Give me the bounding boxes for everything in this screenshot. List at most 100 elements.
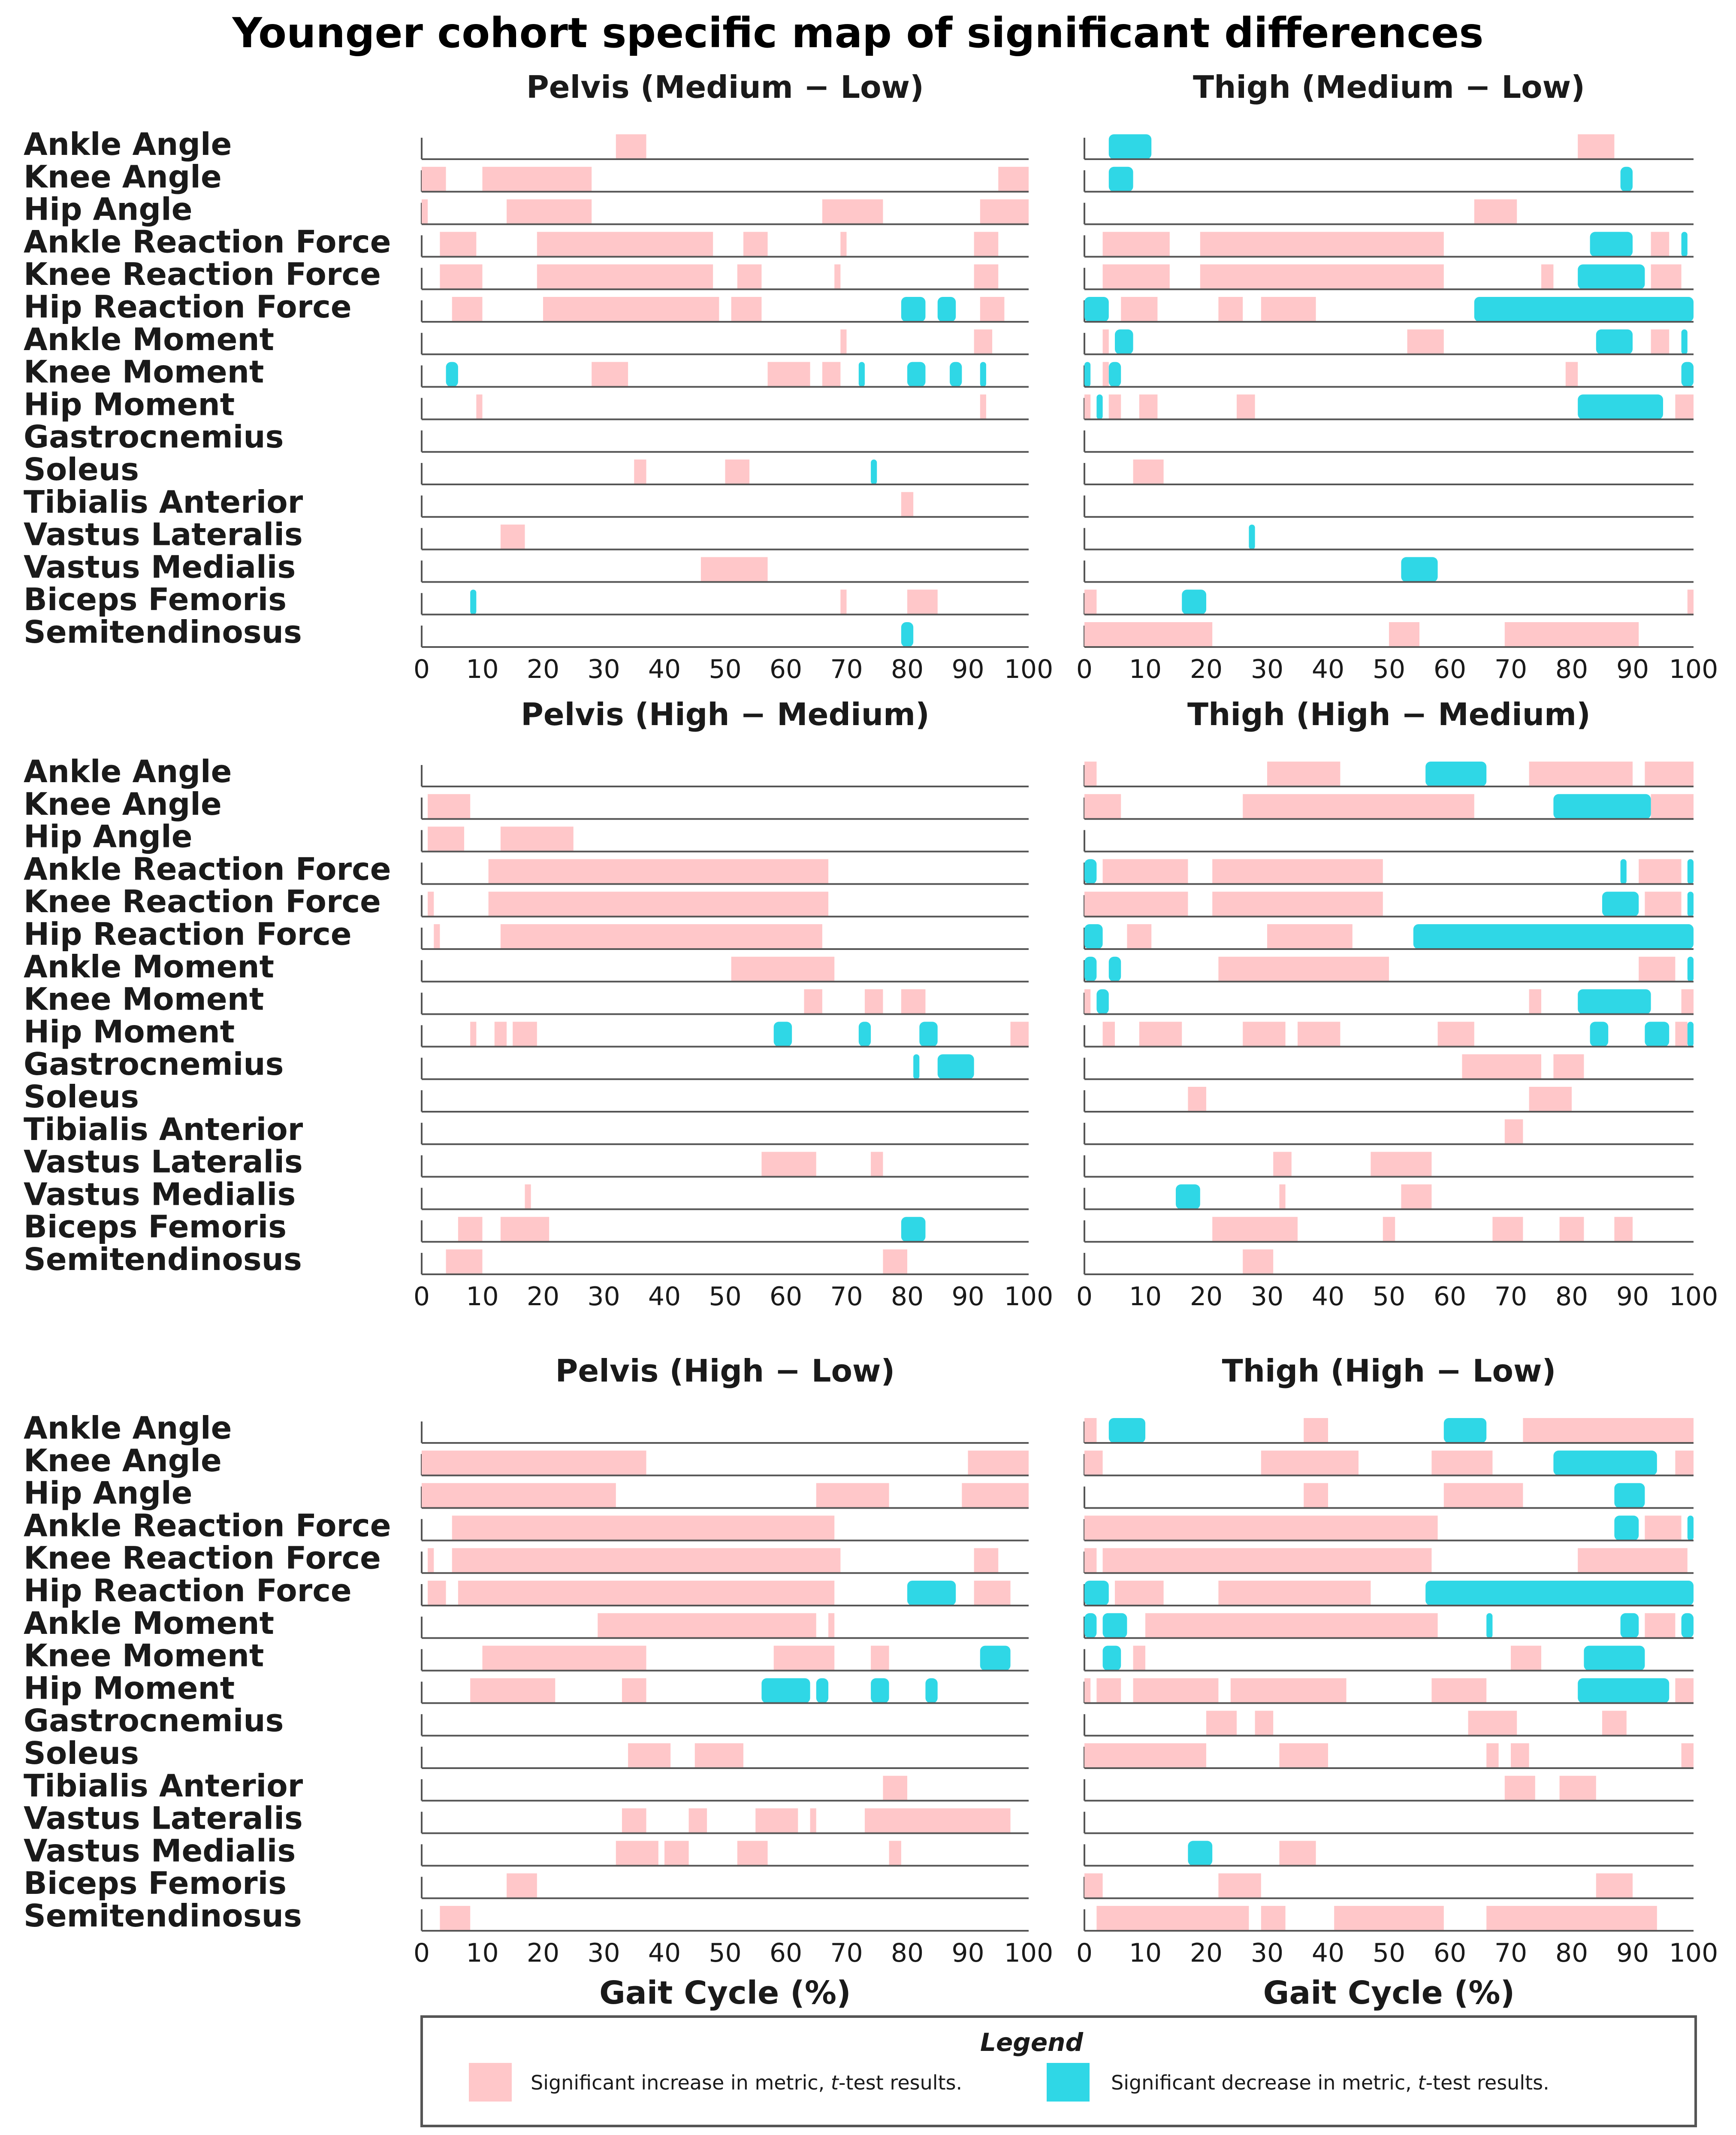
increase-bar	[1504, 1119, 1523, 1144]
row-ankle-angle	[1084, 1418, 1694, 1444]
decrease-bar	[1687, 1022, 1694, 1047]
increase-bar	[840, 590, 847, 615]
row-label-vastus-lateralis: Vastus Lateralis	[24, 1144, 303, 1180]
decrease-bar	[1681, 362, 1694, 387]
x-tick-label: 60	[770, 654, 802, 684]
row-ankle-moment	[1084, 1613, 1694, 1639]
row-hip-angle: Hip Angle	[24, 191, 1029, 227]
row-semitendinosus	[1084, 1906, 1694, 1932]
increase-bar	[980, 297, 1005, 322]
legend-title: Legend	[980, 2028, 1083, 2057]
increase-bar	[1681, 1743, 1694, 1768]
row-semitendinosus: Semitendinosus	[24, 1241, 1029, 1277]
row-biceps-femoris	[1084, 1217, 1694, 1243]
row-label-vastus-lateralis: Vastus Lateralis	[24, 517, 303, 553]
increase-bar	[1084, 762, 1097, 786]
row-hip-moment: Hip Moment	[24, 1670, 1029, 1706]
row-label-semitendinosus: Semitendinosus	[24, 614, 302, 650]
row-ankle-reaction-force	[1084, 859, 1694, 885]
increase-bar	[458, 1217, 483, 1242]
decrease-bar	[1596, 329, 1633, 354]
increase-bar	[1389, 622, 1419, 647]
decrease-bar	[1425, 1581, 1694, 1606]
row-ankle-moment: Ankle Moment	[24, 949, 1029, 985]
decrease-bar	[1108, 166, 1133, 192]
increase-bar	[458, 1581, 835, 1606]
x-tick-label: 30	[587, 654, 620, 684]
x-tick-label: 0	[1076, 1938, 1093, 1968]
increase-bar	[1443, 1483, 1523, 1508]
legend-increase-swatch	[469, 2063, 512, 2102]
x-tick-label: 20	[527, 654, 559, 684]
panel-title: Pelvis (High − Low)	[556, 1353, 895, 1389]
row-hip-moment	[1084, 1678, 1694, 1704]
increase-bar	[1084, 1450, 1103, 1476]
increase-bar	[1188, 1087, 1206, 1112]
increase-bar	[840, 329, 847, 354]
decrease-bar	[901, 1217, 926, 1242]
increase-bar	[446, 1249, 483, 1274]
row-hip-angle	[1084, 830, 1694, 853]
decrease-bar	[1602, 892, 1639, 917]
x-tick-label: 10	[1129, 1282, 1162, 1312]
increase-bar	[968, 1450, 1029, 1476]
decrease-bar	[1584, 1645, 1645, 1671]
increase-bar	[1084, 1743, 1206, 1768]
legend-increase-text: Significant increase in metric, t-test r…	[531, 2071, 962, 2094]
increase-bar	[1108, 394, 1121, 420]
increase-bar	[452, 1548, 841, 1573]
x-tick-label: 90	[1616, 1938, 1649, 1968]
decrease-bar	[919, 1022, 938, 1047]
increase-bar	[1218, 297, 1243, 322]
increase-bar	[1645, 1515, 1682, 1541]
row-label-soleus: Soleus	[24, 451, 139, 487]
x-tick-label: 40	[1312, 1938, 1344, 1968]
increase-bar	[1645, 762, 1694, 786]
increase-bar	[1096, 1678, 1121, 1703]
increase-bar	[1267, 762, 1340, 786]
row-label-knee-angle: Knee Angle	[24, 786, 222, 822]
x-tick-label: 0	[414, 1938, 430, 1968]
decrease-bar	[907, 362, 926, 387]
increase-bar	[500, 826, 574, 852]
increase-bar	[1675, 394, 1694, 420]
row-hip-angle: Hip Angle	[24, 819, 1029, 855]
row-label-knee-moment: Knee Moment	[24, 1638, 264, 1674]
decrease-bar	[1620, 166, 1633, 192]
increase-bar	[1474, 199, 1517, 224]
increase-bar	[1084, 1418, 1097, 1443]
increase-bar	[1133, 1678, 1219, 1703]
increase-bar	[1462, 1054, 1541, 1080]
x-tick-label: 100	[1004, 1282, 1054, 1312]
x-tick-label: 90	[1616, 1282, 1649, 1312]
decrease-bar	[1188, 1841, 1213, 1866]
row-vastus-medialis	[1084, 1184, 1694, 1210]
increase-bar	[1504, 1775, 1535, 1801]
increase-bar	[1645, 1613, 1676, 1638]
increase-bar	[725, 460, 750, 484]
decrease-bar	[1474, 297, 1694, 322]
increase-bar	[1206, 1711, 1237, 1736]
increase-bar	[488, 892, 829, 917]
row-knee-angle: Knee Angle	[24, 786, 1029, 822]
row-ankle-reaction-force	[1084, 1515, 1694, 1542]
row-label-hip-reaction-force: Hip Reaction Force	[24, 289, 352, 325]
row-label-knee-reaction-force: Knee Reaction Force	[24, 1540, 381, 1576]
decrease-bar	[1084, 1581, 1109, 1606]
row-vastus-medialis: Vastus Medialis	[24, 1833, 1029, 1869]
decrease-bar	[1578, 264, 1645, 290]
increase-bar	[1010, 1022, 1029, 1047]
increase-bar	[428, 1548, 434, 1573]
increase-bar	[1651, 264, 1682, 290]
decrease-bar	[858, 362, 865, 387]
x-tick-label: 20	[1190, 1282, 1223, 1312]
decrease-bar	[1084, 924, 1103, 949]
x-tick-label: 0	[1076, 1282, 1093, 1312]
row-hip-angle	[1084, 199, 1694, 225]
decrease-bar	[871, 460, 877, 484]
x-tick-label: 40	[648, 1282, 681, 1312]
decrease-bar	[1553, 794, 1651, 819]
decrease-bar	[925, 1678, 938, 1703]
